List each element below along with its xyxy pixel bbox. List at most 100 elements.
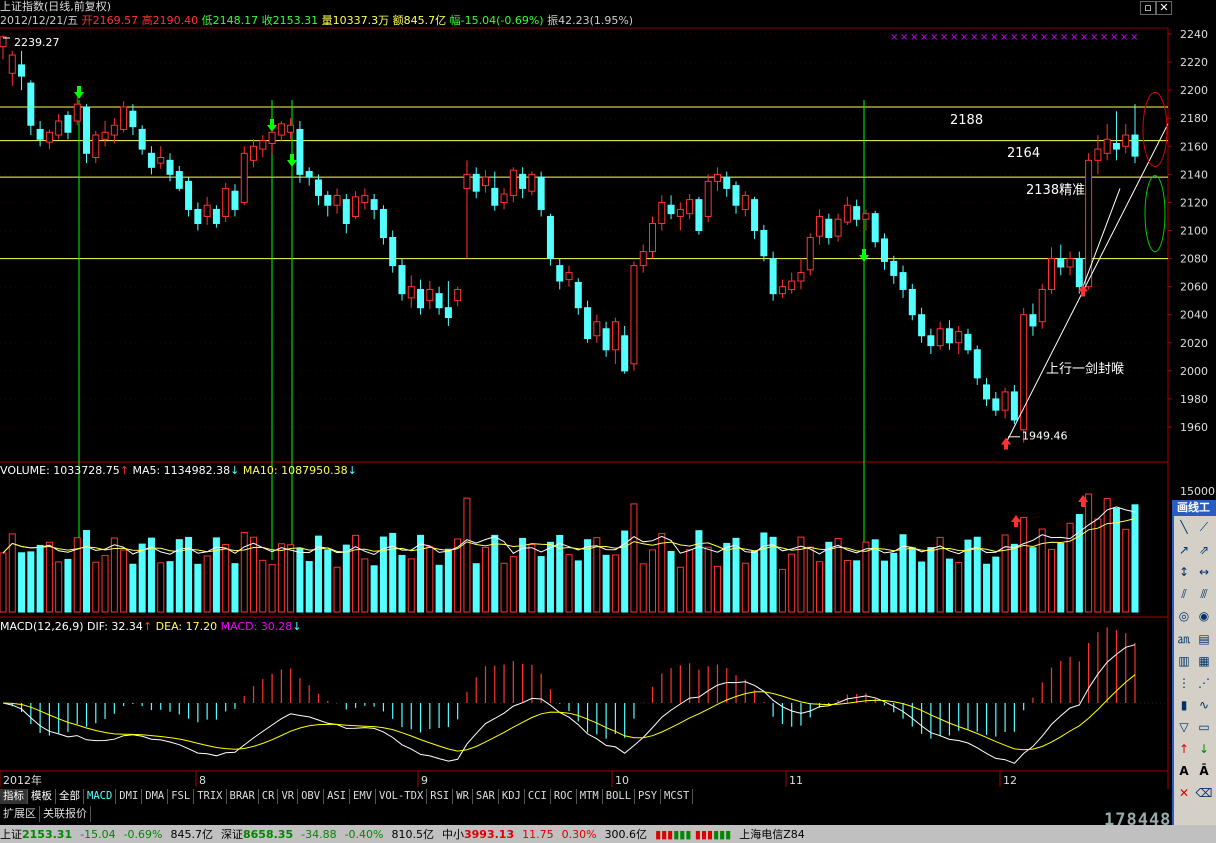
- volume-bar-up: [1047, 548, 1055, 613]
- candle-up: [797, 272, 805, 282]
- tab-rsi[interactable]: RSI: [427, 789, 454, 804]
- fibonacci-icon[interactable]: ▤: [1198, 631, 1210, 646]
- server-name: 上海电信Z84: [739, 828, 805, 841]
- fan-icon[interactable]: ⋰: [1198, 675, 1210, 690]
- down-signal-arrow: [287, 154, 297, 167]
- sz-name: 深证: [221, 828, 243, 841]
- horizontal-line-icon[interactable]: ↔: [1198, 564, 1210, 579]
- channel-icon[interactable]: ⫻: [1200, 586, 1208, 601]
- vertical-line-icon[interactable]: ↕: [1178, 564, 1190, 579]
- tab-cci[interactable]: CCI: [525, 789, 551, 804]
- volume-bar-down: [537, 556, 545, 613]
- speed-lines-icon[interactable]: ▮: [1180, 697, 1188, 712]
- tab-dma[interactable]: DMA: [142, 789, 169, 804]
- volume-bar-down: [602, 554, 610, 613]
- bars-icon[interactable]: ▥: [1178, 653, 1190, 668]
- circle-icon[interactable]: ◎: [1178, 609, 1190, 623]
- candle-down: [602, 328, 610, 351]
- up-arrow-icon[interactable]: ↑: [1178, 741, 1190, 756]
- straight-line-icon[interactable]: ⟋: [1199, 520, 1209, 534]
- sh-index[interactable]: 上证2153.31: [0, 826, 72, 842]
- tab-brar[interactable]: BRAR: [227, 789, 259, 804]
- price-tick-label: 2040: [1180, 309, 1208, 322]
- candle-up: [73, 103, 81, 122]
- tab-cr[interactable]: CR: [259, 789, 279, 804]
- tab-extension-area[interactable]: 扩展区: [0, 806, 40, 822]
- candle-down: [769, 258, 777, 295]
- tab-boll[interactable]: BOLL: [603, 789, 636, 804]
- tab-kdj[interactable]: KDJ: [499, 789, 525, 804]
- candle-up: [806, 237, 814, 271]
- period-lines-icon[interactable]: ⋮: [1178, 675, 1190, 690]
- restore-icon[interactable]: ▫: [1140, 1, 1156, 15]
- tab-trix[interactable]: TRIX: [194, 789, 227, 804]
- cycle-icon[interactable]: ◉: [1198, 609, 1210, 623]
- grid-icon[interactable]: ▦: [1198, 653, 1210, 668]
- down-signal-arrow: [859, 249, 869, 262]
- tab-mcst[interactable]: MCST: [661, 789, 694, 804]
- delete-icon[interactable]: ✕: [1178, 785, 1190, 800]
- arrow-line-icon[interactable]: ⇗: [1198, 542, 1210, 557]
- quote-amplitude: 振42.23(1.95%): [547, 14, 634, 27]
- candle-down: [945, 328, 953, 344]
- top-marker: ×: [980, 32, 988, 43]
- tab-related-quotes[interactable]: 关联报价: [40, 806, 91, 822]
- triangle-icon[interactable]: ▽: [1179, 719, 1189, 734]
- price-tick-label: 2240: [1180, 28, 1208, 41]
- line-segment-icon[interactable]: ╲: [1180, 520, 1188, 534]
- status-bar: 上证2153.31 -15.04 -0.69% 845.7亿 深证8658.35…: [0, 825, 1216, 843]
- rectangle-icon[interactable]: ▭: [1198, 719, 1210, 734]
- tab-vol-tdx[interactable]: VOL-TDX: [376, 789, 428, 804]
- text-bold-icon[interactable]: Ā: [1199, 763, 1209, 778]
- tab-fsl[interactable]: FSL: [168, 789, 195, 804]
- tab-sar[interactable]: SAR: [473, 789, 499, 804]
- down-arrow-icon[interactable]: ↓: [1198, 741, 1210, 756]
- top-marker: ×: [1010, 32, 1018, 43]
- tab-vr[interactable]: VR: [278, 789, 299, 804]
- wave-icon[interactable]: ∿: [1198, 697, 1210, 712]
- parallel-line-icon[interactable]: ⫽: [1181, 586, 1187, 601]
- sz-index[interactable]: 深证8658.35: [221, 826, 293, 842]
- candle-up: [1001, 391, 1009, 411]
- top-marker: ×: [920, 32, 928, 43]
- tab-macd[interactable]: MACD: [84, 789, 117, 804]
- tab-psy[interactable]: PSY: [635, 789, 662, 804]
- candle-up: [352, 196, 360, 217]
- zx-amount: 300.6亿: [604, 828, 648, 841]
- gann-icon[interactable]: ㏂: [1177, 631, 1190, 646]
- volume-bar-up: [862, 541, 870, 613]
- ray-icon[interactable]: ↗: [1178, 542, 1190, 557]
- tab-indicator[interactable]: 指标: [0, 789, 28, 804]
- volume-bar-down: [194, 563, 202, 613]
- candle-up: [45, 131, 53, 143]
- tab-dmi[interactable]: DMI: [116, 789, 143, 804]
- tab-wr[interactable]: WR: [453, 789, 473, 804]
- volume-bar-up: [8, 533, 16, 613]
- tab-asi[interactable]: ASI: [324, 789, 351, 804]
- tab-obv[interactable]: OBV: [298, 789, 325, 804]
- zx-index[interactable]: 中小3993.13: [442, 826, 514, 842]
- volume-label: VOLUME: 1033728.75: [0, 464, 120, 477]
- candle-up: [222, 187, 230, 217]
- dif-label: DIF: 32.34: [87, 620, 143, 633]
- candle-down: [305, 171, 313, 178]
- candle-up: [250, 145, 258, 161]
- candle-up: [500, 193, 508, 203]
- volume-bar-down: [435, 564, 443, 613]
- candle-down: [1131, 134, 1139, 157]
- tab-template[interactable]: 模板: [28, 789, 56, 804]
- volume-bar-up: [843, 559, 851, 613]
- text-icon[interactable]: A: [1179, 763, 1189, 778]
- tab-all[interactable]: 全部: [56, 789, 84, 804]
- volume-bar-down: [667, 550, 675, 613]
- tab-roc[interactable]: ROC: [551, 789, 577, 804]
- tab-mtm[interactable]: MTM: [577, 789, 603, 804]
- close-icon[interactable]: ✕: [1156, 1, 1172, 15]
- chart-title: 上证指数(日线,前复权): [0, 0, 112, 13]
- volume-bar-up: [73, 537, 81, 613]
- tab-emv[interactable]: EMV: [350, 789, 377, 804]
- erase-icon[interactable]: ⌫: [1195, 785, 1213, 800]
- volume-bar-down: [64, 558, 72, 613]
- volume-bar-up: [55, 561, 63, 613]
